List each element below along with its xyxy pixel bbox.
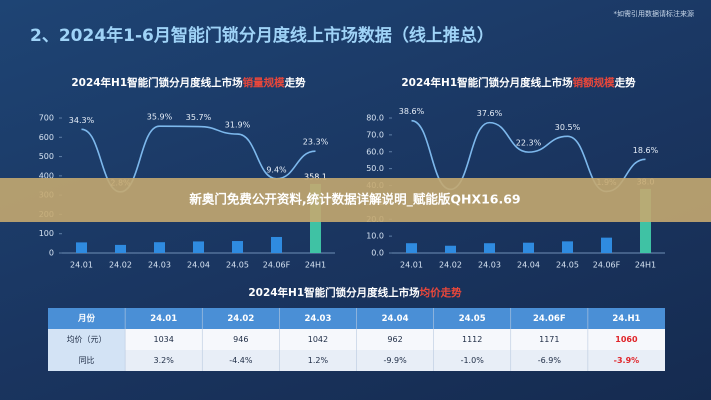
bar <box>562 241 573 253</box>
chart-title-highlight: 销量规模 <box>243 76 285 89</box>
banner-text: 新奥门免费公开资料,统计数据详解说明_赋能版QHX16.69 <box>189 192 520 208</box>
chart-title: 2024年H1智能门锁分月度线上市场销额规模走势 <box>401 76 636 89</box>
table-title-text: 2024年H1智能门锁分月度线上市场 <box>248 286 420 299</box>
bar <box>406 243 417 253</box>
table-header-cell: 月份 <box>77 313 96 324</box>
table-cell: 1171 <box>539 335 559 344</box>
line-value-label: 34.3% <box>69 116 95 125</box>
line-value-label: 30.5% <box>555 123 581 132</box>
x-tick-label: 24.05 <box>556 261 579 270</box>
table-cell: 962 <box>387 335 402 344</box>
table-row-head-bg <box>48 329 126 350</box>
table-cell: -6.9% <box>538 356 562 365</box>
bar <box>445 245 456 253</box>
bar <box>271 236 282 253</box>
table-header-cell: 24.05 <box>459 314 486 324</box>
table-cell: 3.2% <box>154 356 175 365</box>
chart-title-suffix: 走势 <box>284 76 306 89</box>
bar <box>76 242 87 253</box>
y-tick-label: 60.0 <box>366 147 384 156</box>
table-title-highlight: 均价走势 <box>420 286 462 299</box>
line-value-label: 18.6% <box>633 146 659 155</box>
table-cell: -3.9% <box>614 356 640 365</box>
y-tick-label: 0 <box>49 249 54 258</box>
x-tick-label: 24.06F <box>593 261 621 270</box>
bar <box>154 242 165 253</box>
line-value-label: 31.9% <box>225 121 251 130</box>
table-cell: 1.2% <box>308 356 329 365</box>
line-value-label: 22.3% <box>516 139 542 148</box>
chart-title-text: 2024年H1智能门锁分月度线上市场 <box>401 76 573 89</box>
table-cell: 均价（元） <box>67 334 107 344</box>
x-tick-label: 24H1 <box>305 261 326 270</box>
line-value-label: 35.7% <box>186 113 212 122</box>
table-header-cell: 24.01 <box>150 314 177 324</box>
line-value-label: 23.3% <box>303 138 329 147</box>
chart-title-text: 2024年H1智能门锁分月度线上市场 <box>71 76 243 89</box>
table-header-cell: 24.H1 <box>612 314 640 324</box>
x-tick-label: 24H1 <box>635 261 656 270</box>
x-tick-label: 24.01 <box>400 261 423 270</box>
table-cell: 946 <box>233 335 248 344</box>
table-header-cell: 24.04 <box>382 314 409 324</box>
y-tick-label: 400 <box>39 171 54 180</box>
table-header-cell: 24.03 <box>304 314 331 324</box>
line-value-label: 37.6% <box>477 109 503 118</box>
x-tick-label: 24.04 <box>517 261 540 270</box>
slide-title: 2、2024年1-6月智能门锁分月度线上市场数据（线上推总） <box>30 25 494 46</box>
line-value-label: 38.6% <box>399 107 425 116</box>
chart-title: 2024年H1智能门锁分月度线上市场销量规模走势 <box>71 76 306 89</box>
bar <box>193 241 204 253</box>
table-cell: 1112 <box>462 335 482 344</box>
chart-title-suffix: 走势 <box>614 76 636 89</box>
y-tick-label: 50.0 <box>366 164 384 173</box>
y-tick-label: 0.0 <box>371 249 384 258</box>
chart-title-highlight: 销额规模 <box>573 76 615 89</box>
line-value-label: 9.4% <box>266 165 287 174</box>
x-tick-label: 24.05 <box>226 261 249 270</box>
bar <box>484 243 495 253</box>
table-header-cell: 24.02 <box>227 314 254 324</box>
y-tick-label: 100 <box>39 229 54 238</box>
table-title: 2024年H1智能门锁分月度线上市场均价走势 <box>248 286 462 299</box>
y-tick-label: 600 <box>39 133 54 142</box>
y-tick-label: 70.0 <box>366 130 384 139</box>
y-tick-label: 10.0 <box>366 232 384 241</box>
x-tick-label: 24.02 <box>109 261 132 270</box>
x-tick-label: 24.04 <box>187 261 210 270</box>
y-tick-label: 500 <box>39 152 54 161</box>
table-row-head-bg <box>48 350 126 371</box>
y-tick-label: 700 <box>39 114 54 123</box>
bar <box>232 241 243 253</box>
x-tick-label: 24.01 <box>70 261 93 270</box>
table-cell: -4.4% <box>229 356 253 365</box>
table-cell: 1034 <box>154 335 174 344</box>
source-note: *如需引用数据请标注来源 <box>614 9 695 18</box>
line-value-label: 35.9% <box>147 113 173 122</box>
bar <box>115 244 126 253</box>
bar <box>523 242 534 253</box>
table-cell: 同比 <box>79 355 95 365</box>
banner-bg <box>0 178 711 222</box>
table-cell: -9.9% <box>383 356 407 365</box>
bar-value-label: 358.1 <box>304 172 327 181</box>
y-tick-label: 80.0 <box>366 114 384 123</box>
table-cell: 1060 <box>615 335 638 344</box>
table-cell: 1042 <box>308 335 328 344</box>
x-tick-label: 24.06F <box>263 261 291 270</box>
table-cell: -1.0% <box>461 356 485 365</box>
x-tick-label: 24.03 <box>148 261 171 270</box>
table-header-cell: 24.06F <box>533 314 566 324</box>
bar <box>601 237 612 253</box>
x-tick-label: 24.02 <box>439 261 462 270</box>
x-tick-label: 24.03 <box>478 261 501 270</box>
